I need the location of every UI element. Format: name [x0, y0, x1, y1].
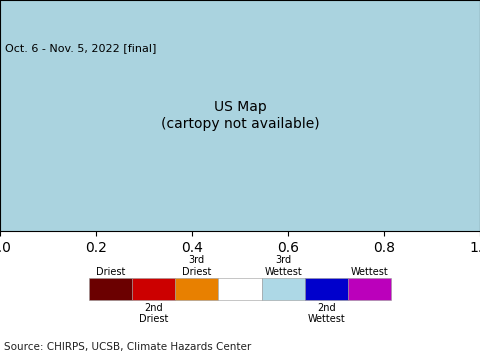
Text: 2nd
Driest: 2nd Driest [139, 303, 168, 324]
Bar [218, 278, 262, 300]
Bar [175, 278, 218, 300]
Text: Wettest: Wettest [351, 267, 388, 277]
Bar [348, 278, 391, 300]
Text: Driest: Driest [96, 267, 125, 277]
Text: 3rd
Wettest: 3rd Wettest [264, 255, 302, 277]
Bar [132, 278, 175, 300]
Text: 2nd
Wettest: 2nd Wettest [308, 303, 345, 324]
Text: US Map
(cartopy not available): US Map (cartopy not available) [161, 101, 319, 131]
Text: 3rd
Driest: 3rd Driest [182, 255, 212, 277]
Text: Oct. 6 - Nov. 5, 2022 [final]: Oct. 6 - Nov. 5, 2022 [final] [5, 43, 156, 53]
Bar [89, 278, 132, 300]
Text: Source: CHIRPS, UCSB, Climate Hazards Center: Source: CHIRPS, UCSB, Climate Hazards Ce… [4, 342, 251, 353]
Bar [262, 278, 305, 300]
Bar [305, 278, 348, 300]
